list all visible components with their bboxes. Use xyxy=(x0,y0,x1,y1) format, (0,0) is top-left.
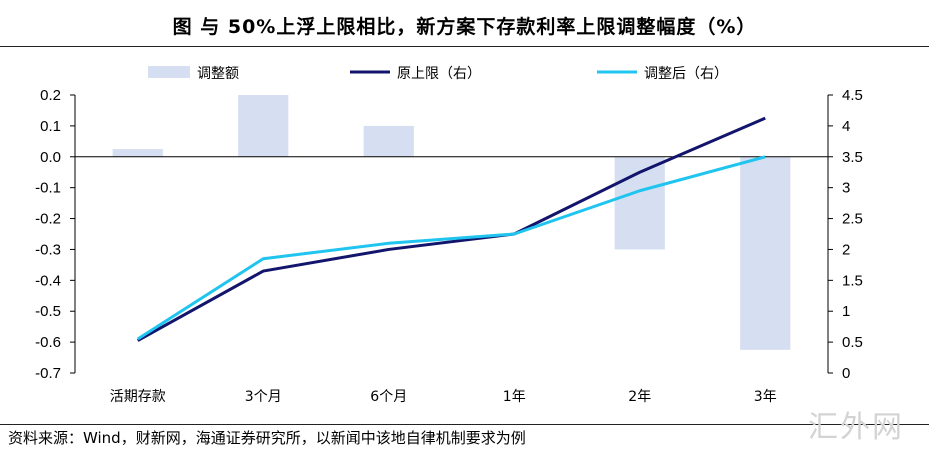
bar-0 xyxy=(112,149,163,157)
left-tick-label: -0.1 xyxy=(35,180,61,197)
right-tick-label: 1.5 xyxy=(842,272,863,289)
right-tick-label: 4 xyxy=(842,118,850,135)
category-label-1: 3个月 xyxy=(245,389,282,405)
line-series xyxy=(136,116,766,342)
right-tick-label: 1 xyxy=(842,303,850,320)
left-tick-label: 0.2 xyxy=(40,87,61,104)
source-note: 资料来源：Wind，财新网，海通证券研究所，以新闻中该地自律机制要求为例 xyxy=(8,429,526,447)
right-tick-label: 0 xyxy=(842,365,850,382)
title-rule-top xyxy=(0,46,929,47)
original-limit-line xyxy=(137,116,766,342)
category-label-0: 活期存款 xyxy=(110,389,166,405)
right-tick-label: 3 xyxy=(842,180,850,197)
bar-2 xyxy=(363,125,414,157)
legend-label-adjusted: 调整后（右） xyxy=(644,66,728,82)
right-axis: 4.5 4 3.5 3 2.5 2 1.5 1 0.5 0 xyxy=(827,87,863,382)
legend-label-bar: 调整额 xyxy=(197,66,239,82)
left-tick-label: -0.6 xyxy=(35,334,61,351)
adjusted-limit-line xyxy=(136,155,766,341)
left-tick-label: -0.2 xyxy=(35,211,61,228)
watermark: 汇外网 xyxy=(808,410,904,445)
left-tick-label: 0.1 xyxy=(40,118,61,135)
bar-series xyxy=(112,95,791,350)
right-tick-label: 2.5 xyxy=(842,211,863,228)
category-label-3: 1年 xyxy=(503,389,526,405)
category-label-2: 6个月 xyxy=(370,389,407,405)
bar-1 xyxy=(238,95,289,157)
right-tick-label: 0.5 xyxy=(842,334,863,351)
left-tick-label: -0.7 xyxy=(35,365,61,382)
right-tick-label: 3.5 xyxy=(842,149,863,166)
left-tick-label: -0.3 xyxy=(35,241,61,258)
chart-title: 图 与 50%上浮上限相比，新方案下存款利率上限调整幅度（%） xyxy=(172,16,757,38)
left-tick-label: -0.4 xyxy=(35,272,61,289)
category-label-5: 3年 xyxy=(754,389,777,405)
right-tick-label: 2 xyxy=(842,241,850,258)
legend: 调整额 原上限（右） 调整后（右） xyxy=(148,66,728,82)
legend-bar-swatch xyxy=(148,66,190,78)
source-rule xyxy=(0,424,929,425)
left-tick-label: -0.5 xyxy=(35,303,61,320)
combo-chart: 调整额 原上限（右） 调整后（右） 0.2 0.1 0.0 -0.1 -0.2 -0.3 -… xyxy=(35,66,863,405)
category-labels: 活期存款 3个月 6个月 1年 2年 3年 xyxy=(110,389,777,405)
category-label-4: 2年 xyxy=(628,389,651,405)
bar-5 xyxy=(740,156,791,350)
legend-label-original: 原上限（右） xyxy=(397,66,481,82)
left-axis: 0.2 0.1 0.0 -0.1 -0.2 -0.3 -0.4 -0.5 -0.6 -0.7 xyxy=(35,87,76,382)
right-tick-label: 4.5 xyxy=(842,87,863,104)
left-tick-label: 0.0 xyxy=(40,149,61,166)
